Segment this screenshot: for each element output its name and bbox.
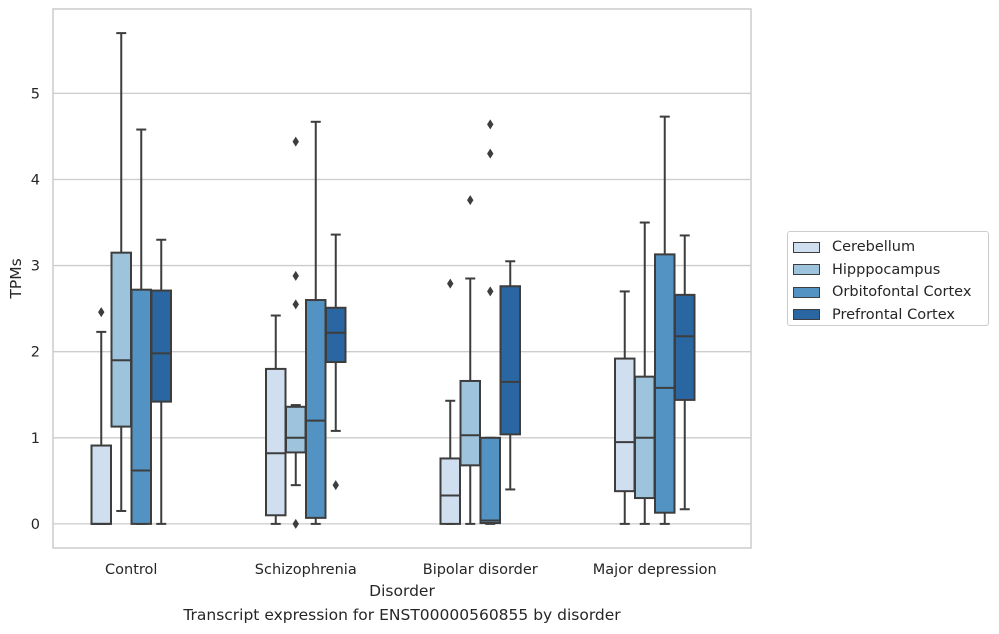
boxes — [90, 32, 696, 529]
box-iqr — [459, 379, 481, 467]
y-tick-labels: 0 1 2 3 4 5 — [31, 86, 40, 533]
x-axis-label: Disorder — [369, 582, 435, 600]
legend-swatch — [793, 264, 820, 276]
outlier-point — [487, 119, 494, 130]
box-hipppocampus-bipolar-disorder — [459, 195, 481, 525]
outlier-point — [98, 307, 105, 318]
box-prefrontal-cortex-bipolar-disorder — [499, 260, 521, 491]
legend-item: Cerebellum — [793, 236, 988, 259]
y-tick-label: 0 — [31, 517, 40, 533]
outlier-point — [487, 148, 494, 159]
box-prefrontal-cortex-major-depression — [674, 234, 696, 511]
box-iqr — [499, 285, 521, 436]
legend-item: Prefrontal Cortex — [793, 304, 988, 327]
legend-swatch — [793, 286, 820, 298]
box-iqr — [150, 289, 172, 403]
box-cerebellum-major-depression — [614, 290, 636, 525]
outlier-point — [487, 286, 494, 297]
box-cerebellum-control — [90, 307, 112, 525]
box-iqr — [130, 288, 152, 525]
box-iqr — [439, 457, 461, 525]
box-orbitofontal-cortex-bipolar-disorder — [479, 119, 501, 525]
box-iqr — [479, 436, 501, 525]
box-iqr — [110, 251, 132, 428]
x-tick-label: Major depression — [593, 562, 717, 578]
legend-label: Cerebellum — [832, 239, 916, 256]
outlier-point — [332, 480, 339, 491]
legend-label: Orbitofontal Cortex — [832, 284, 972, 301]
y-tick-label: 2 — [31, 345, 40, 361]
outlier-point — [292, 518, 299, 529]
legend-label: Prefrontal Cortex — [832, 306, 955, 323]
legend-item: Orbitofontal Cortex — [793, 281, 988, 304]
outlier-point — [292, 136, 299, 147]
y-tick-label: 3 — [31, 259, 40, 275]
box-iqr — [305, 299, 327, 519]
legend-swatch — [793, 241, 820, 253]
box-prefrontal-cortex-schizophrenia — [325, 233, 347, 491]
legend-label: Hipppocampus — [832, 261, 941, 278]
box-iqr — [654, 253, 676, 514]
box-prefrontal-cortex-control — [150, 238, 172, 525]
y-axis-label: TPMs — [7, 258, 25, 299]
chart-title: Transcript expression for ENST0000056085… — [183, 606, 621, 624]
legend-item: Hipppocampus — [793, 259, 988, 282]
outlier-point — [447, 278, 454, 289]
box-iqr — [90, 444, 112, 525]
outlier-point — [292, 270, 299, 281]
box-iqr — [265, 367, 287, 517]
box-orbitofontal-cortex-control — [130, 128, 152, 525]
box-orbitofontal-cortex-schizophrenia — [305, 120, 327, 525]
x-tick-label: Schizophrenia — [255, 562, 357, 578]
box-iqr — [674, 293, 696, 401]
legend-swatch — [793, 309, 820, 321]
x-tick-label: Control — [105, 562, 157, 578]
box-iqr — [614, 357, 636, 493]
outlier-point — [292, 299, 299, 310]
legend: Cerebellum Hipppocampus Orbitofontal Corte… — [787, 231, 989, 326]
y-tick-label: 5 — [31, 86, 40, 102]
box-iqr — [325, 306, 347, 364]
y-tick-label: 1 — [31, 431, 40, 447]
box-iqr — [285, 405, 307, 454]
box-hipppocampus-control — [110, 32, 132, 512]
box-cerebellum-bipolar-disorder — [439, 278, 461, 525]
y-tick-label: 4 — [31, 172, 40, 188]
outlier-point — [467, 195, 474, 206]
x-tick-label: Bipolar disorder — [423, 562, 538, 578]
x-tick-labels: Control Schizophrenia Bipolar disorder Majo… — [105, 562, 717, 578]
